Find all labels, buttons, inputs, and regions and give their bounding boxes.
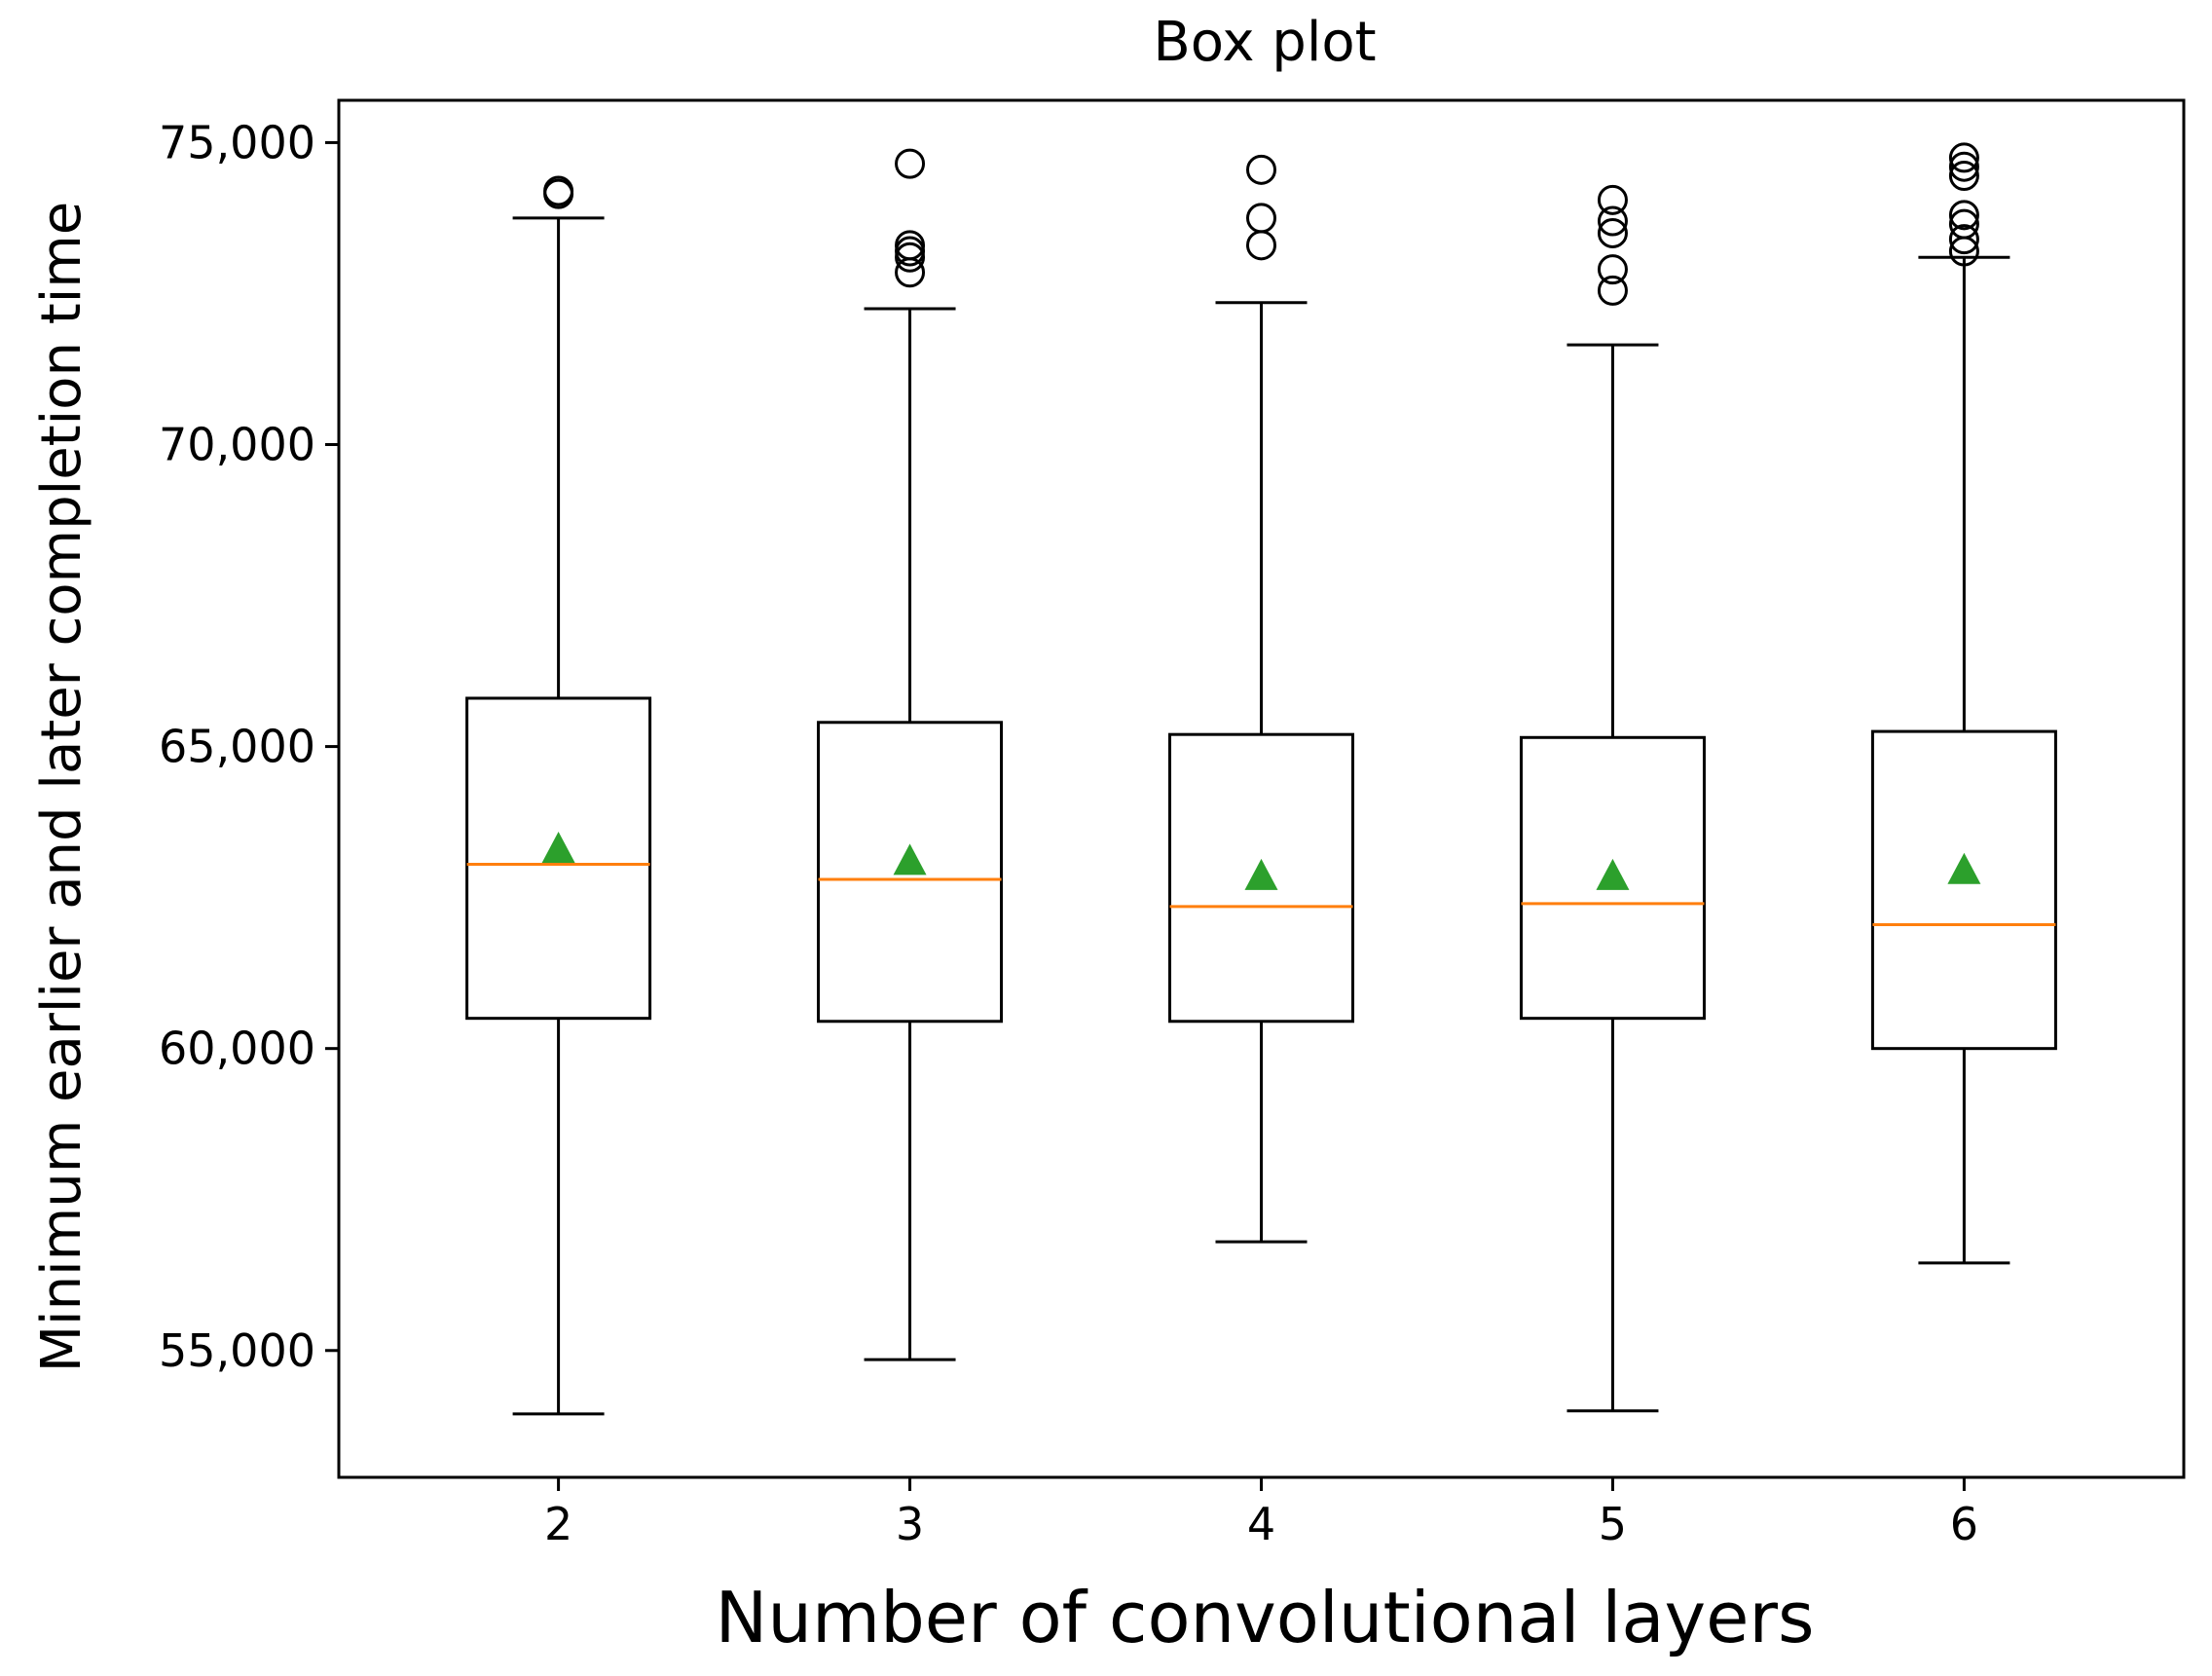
outlier-point xyxy=(1948,142,1979,173)
box-group-2 xyxy=(465,175,652,1416)
outlier-point xyxy=(1597,254,1628,285)
box-group-6 xyxy=(1870,142,2057,1265)
y-tick-label: 75,000 xyxy=(159,116,315,168)
outlier-point xyxy=(895,148,926,179)
box-group-4 xyxy=(1168,154,1354,1244)
outlier-point xyxy=(1597,275,1628,306)
outlier-point xyxy=(1948,161,1979,192)
y-tick-label: 55,000 xyxy=(159,1324,315,1377)
y-tick-label: 65,000 xyxy=(159,721,315,773)
outlier-point xyxy=(1948,200,1979,231)
box-iqr xyxy=(465,696,652,1021)
x-axis: 2 3 4 5 6 xyxy=(544,1477,1978,1550)
outlier-point xyxy=(543,175,574,206)
outlier-point xyxy=(895,236,926,267)
box-iqr xyxy=(817,721,1004,1024)
mean-marker xyxy=(541,832,575,864)
outlier-point xyxy=(895,230,926,261)
outlier-point xyxy=(1948,208,1979,240)
x-axis-label: Number of convolutional layers xyxy=(715,1577,1814,1658)
box-iqr xyxy=(1168,732,1354,1024)
plot-area xyxy=(465,142,2057,1416)
y-tick-label: 70,000 xyxy=(159,419,315,471)
chart-title: Box plot xyxy=(1153,11,1376,74)
outlier-point xyxy=(1948,224,1979,255)
box-group-3 xyxy=(817,148,1004,1361)
outlier-point xyxy=(1597,217,1628,248)
mean-marker xyxy=(1947,852,1981,884)
outlier-point xyxy=(895,242,926,273)
outlier-point xyxy=(1246,230,1276,261)
x-tick-label: 4 xyxy=(1247,1498,1275,1550)
mean-marker xyxy=(1244,858,1278,890)
outlier-point xyxy=(1246,154,1276,185)
x-tick-label: 5 xyxy=(1599,1498,1627,1550)
y-axis-label: Minimum earlier and later completion tim… xyxy=(30,202,93,1373)
x-tick-label: 2 xyxy=(544,1498,572,1550)
outlier-point xyxy=(1597,205,1628,237)
x-tick-label: 6 xyxy=(1950,1498,1978,1550)
outlier-point xyxy=(1246,203,1276,234)
box-iqr xyxy=(1870,729,2057,1051)
box-iqr xyxy=(1519,735,1706,1021)
outlier-point xyxy=(1948,151,1979,182)
mean-marker xyxy=(893,843,927,875)
x-tick-label: 3 xyxy=(896,1498,924,1550)
y-tick-label: 60,000 xyxy=(159,1023,315,1075)
mean-marker xyxy=(1596,858,1630,890)
outlier-point xyxy=(1597,184,1628,215)
box-group-5 xyxy=(1519,184,1706,1413)
y-axis: 55,000 60,000 65,000 70,000 75,000 xyxy=(159,116,339,1377)
